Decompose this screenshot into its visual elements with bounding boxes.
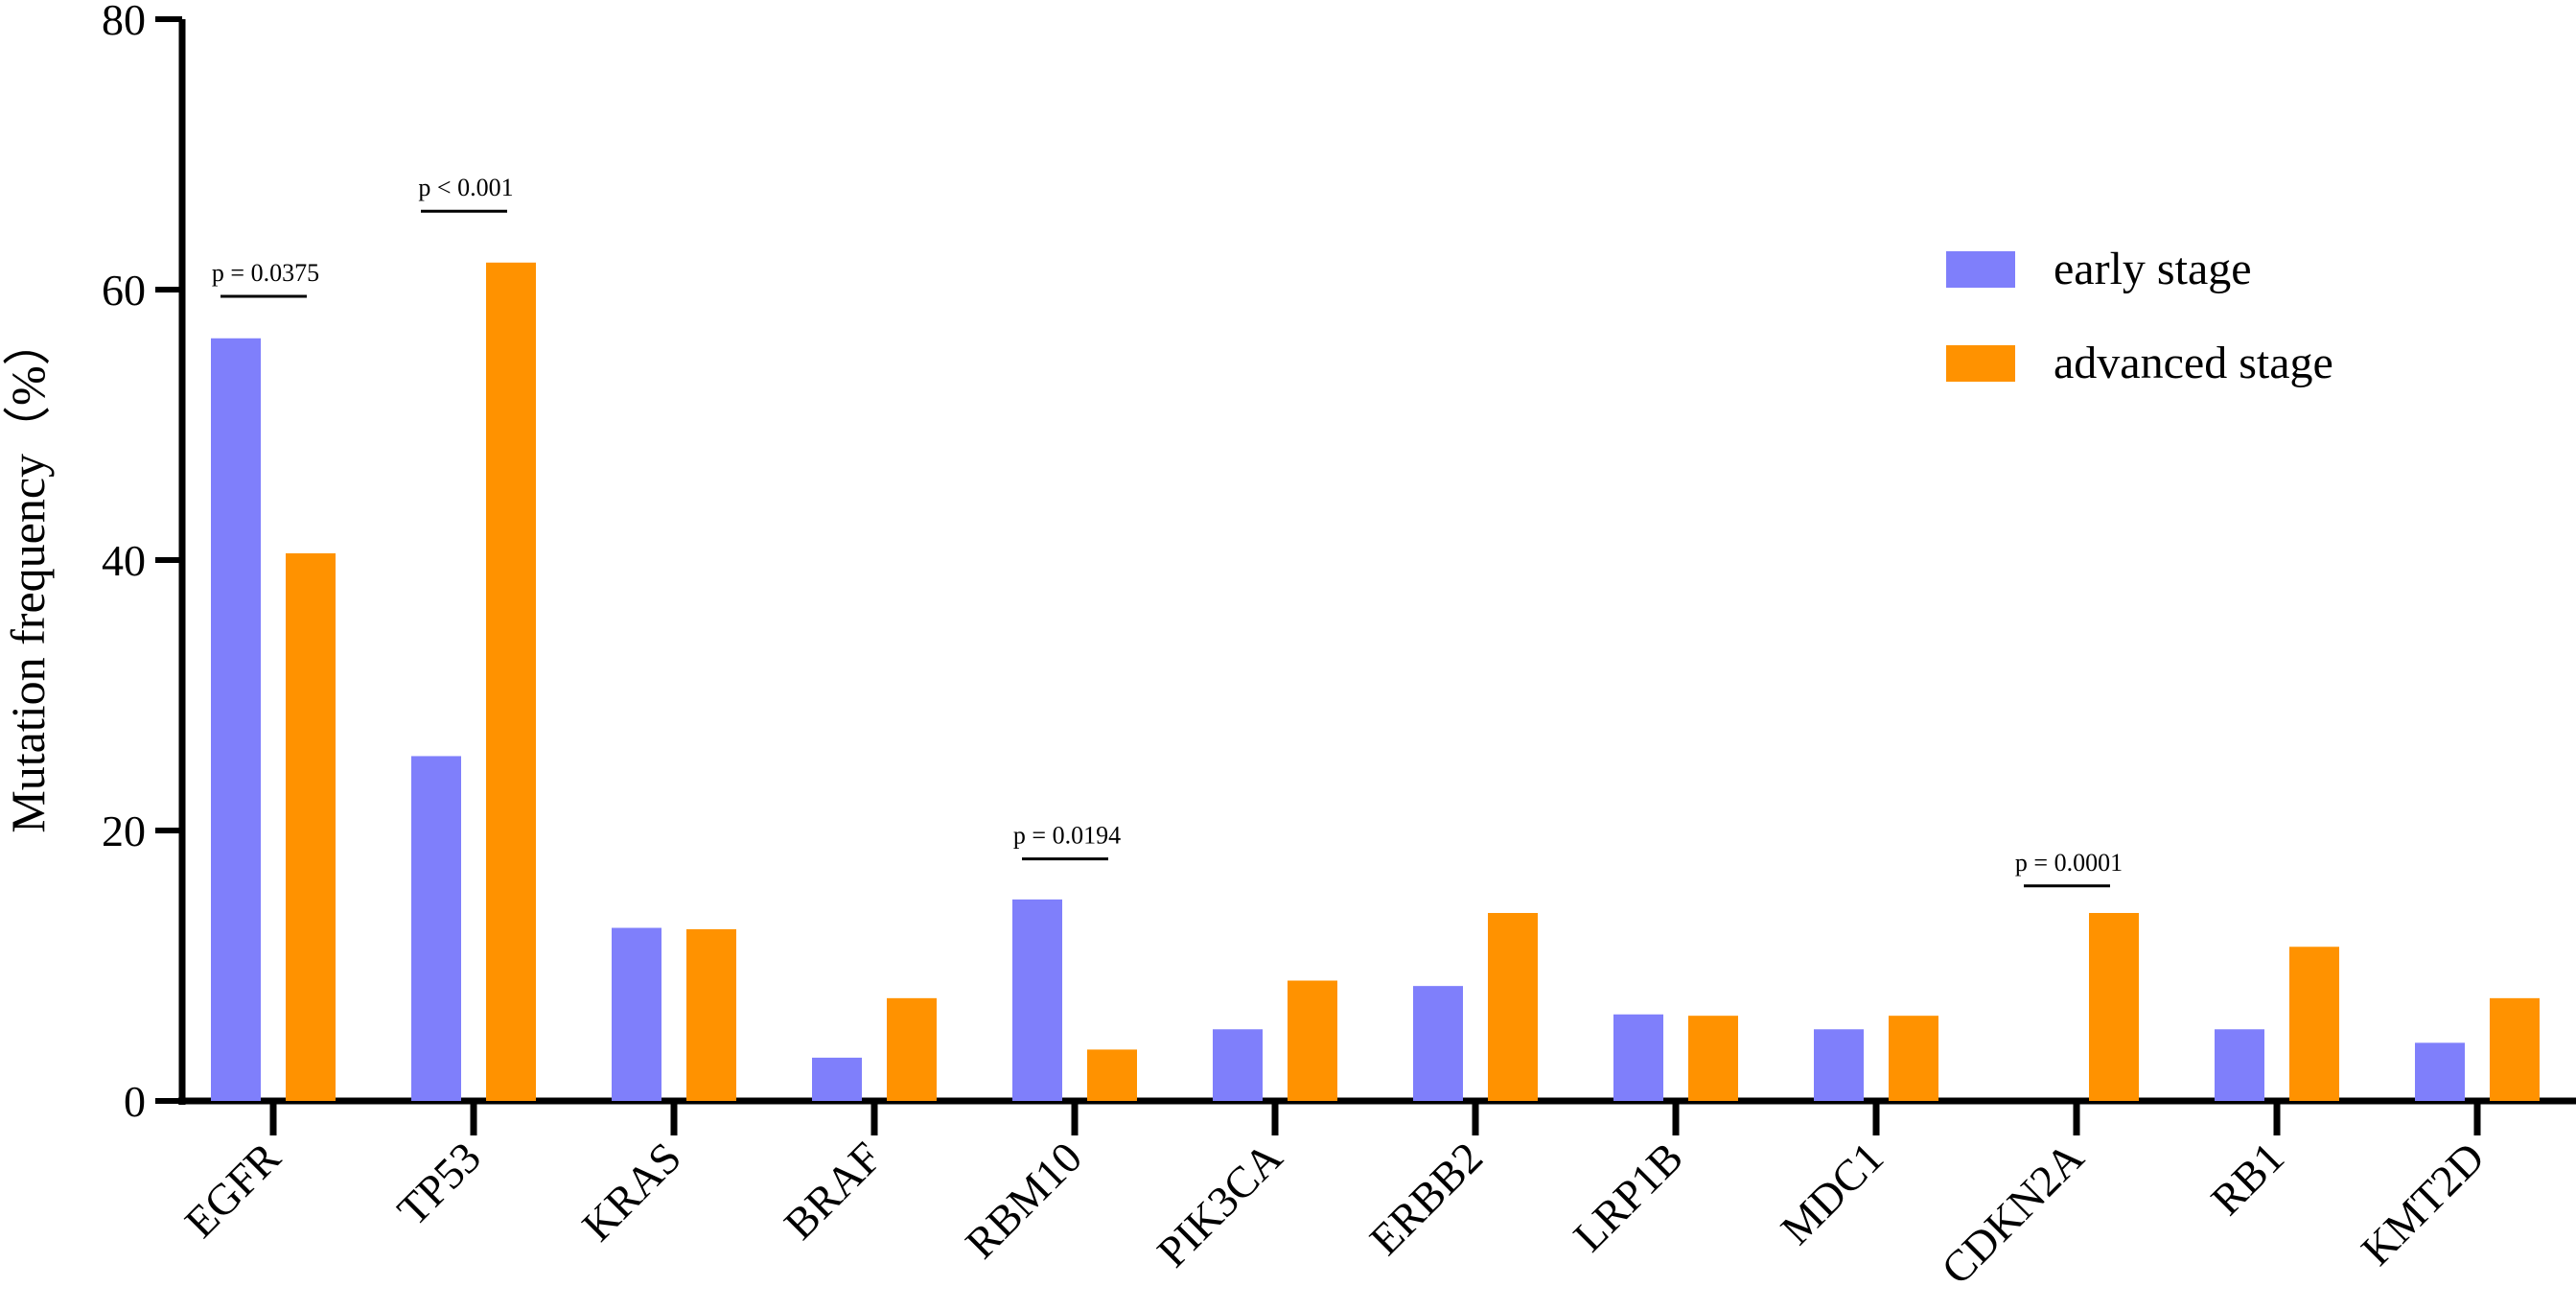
p-value-label: p < 0.001: [418, 174, 513, 201]
bar-cdkn2a-advanced-stage: [2089, 913, 2139, 1101]
category-label: EGFR: [175, 1133, 290, 1247]
bar-braf-early-stage: [812, 1057, 862, 1101]
bar-erbb2-advanced-stage: [1488, 913, 1538, 1101]
p-value-annotations: p = 0.0375 p < 0.001 p = 0.0194 p = 0.0001: [212, 174, 2123, 888]
legend-label: advanced stage: [2054, 338, 2333, 388]
category-label: BRAF: [775, 1133, 891, 1249]
y-tick-label: 0: [124, 1077, 146, 1126]
bar-egfr-advanced-stage: [286, 552, 336, 1101]
bar-braf-advanced-stage: [887, 997, 937, 1101]
bar-lrp1b-early-stage: [1613, 1014, 1663, 1101]
legend-swatch: [1946, 345, 2015, 382]
bar-kras-early-stage: [612, 927, 661, 1101]
bar-tp53-advanced-stage: [486, 262, 536, 1101]
bar-erbb2-early-stage: [1413, 986, 1463, 1101]
axes: [178, 19, 2576, 1105]
category-label: CDKN2A: [1932, 1133, 2093, 1294]
category-label: KMT2D: [2352, 1133, 2494, 1275]
p-value-label: p = 0.0375: [212, 259, 319, 287]
bar-rbm10-early-stage: [1012, 899, 1062, 1101]
bar-rb1-advanced-stage: [2289, 947, 2339, 1101]
legend-label: early stage: [2054, 244, 2252, 294]
category-label: MDC1: [1772, 1133, 1892, 1253]
bar-lrp1b-advanced-stage: [1688, 1016, 1738, 1101]
y-ticks: 0 20 40 60 80: [102, 0, 182, 1126]
bar-mdc1-early-stage: [1814, 1029, 1864, 1101]
bar-tp53-early-stage: [411, 756, 461, 1101]
bar-kras-advanced-stage: [686, 928, 736, 1101]
legend-swatch: [1946, 251, 2015, 288]
category-label: RB1: [2201, 1133, 2293, 1225]
category-label: LRP1B: [1564, 1133, 1692, 1261]
p-value-label: p = 0.0194: [1013, 822, 1121, 850]
category-label: ERBB2: [1360, 1133, 1492, 1264]
p-value-label: p = 0.0001: [2015, 849, 2123, 877]
bar-egfr-early-stage: [211, 338, 261, 1101]
category-label: KRAS: [572, 1133, 690, 1251]
category-label: RBM10: [956, 1133, 1091, 1268]
y-tick-label: 20: [102, 807, 146, 855]
bar-kmt2d-early-stage: [2415, 1042, 2465, 1101]
category-labels: EGFR TP53 KRAS BRAF RBM10 PIK3CA ERBB2 LRP1B MDC…: [175, 1101, 2494, 1294]
bar-mdc1-advanced-stage: [1889, 1016, 1938, 1101]
bars: [211, 262, 2540, 1101]
y-tick-label: 80: [102, 0, 146, 44]
bar-rbm10-advanced-stage: [1087, 1049, 1137, 1101]
bar-pik3ca-early-stage: [1213, 1029, 1263, 1101]
legend: early stage advanced stage: [1946, 244, 2333, 388]
category-label: TP53: [388, 1133, 491, 1235]
bar-rb1-early-stage: [2215, 1029, 2264, 1101]
y-tick-label: 60: [102, 266, 146, 315]
y-axis-title: Mutation frequency（%）: [1, 317, 55, 832]
bar-pik3ca-advanced-stage: [1288, 980, 1337, 1101]
y-tick-label: 40: [102, 536, 146, 585]
bar-kmt2d-advanced-stage: [2490, 997, 2540, 1101]
category-label: PIK3CA: [1148, 1133, 1291, 1276]
